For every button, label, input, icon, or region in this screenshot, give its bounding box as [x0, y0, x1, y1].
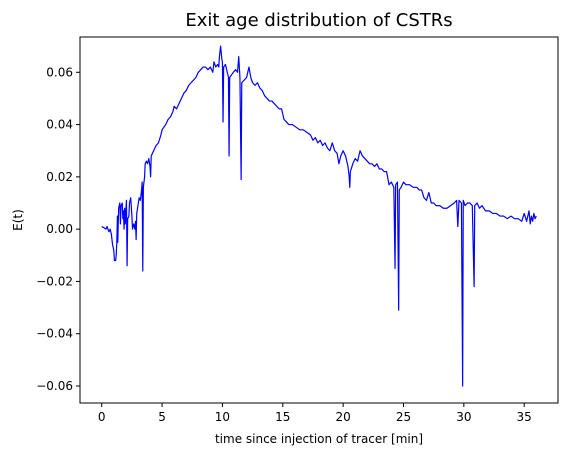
- y-tick-label: −0.02: [36, 274, 73, 288]
- x-tick-label: 10: [215, 410, 230, 424]
- x-axis-label: time since injection of tracer [min]: [215, 432, 423, 446]
- y-tick-label: 0.00: [46, 222, 73, 236]
- y-tick-label: 0.06: [46, 65, 73, 79]
- y-axis-ticks: −0.06 −0.04 −0.02 0.00 0.02 0.04 0.06: [36, 65, 80, 393]
- x-tick-label: 35: [517, 410, 532, 424]
- x-tick-label: 15: [275, 410, 290, 424]
- series-line: [101, 45, 537, 387]
- plot-area: [79, 36, 559, 404]
- y-tick-label: 0.04: [46, 118, 73, 132]
- x-tick-label: 25: [396, 410, 411, 424]
- x-tick-label: 20: [336, 410, 351, 424]
- y-tick-label: 0.02: [46, 170, 73, 184]
- chart-title: Exit age distribution of CSTRs: [185, 10, 452, 31]
- y-tick-label: −0.06: [36, 379, 73, 393]
- plot-frame: [79, 36, 559, 404]
- y-tick-label: −0.04: [36, 327, 73, 341]
- x-axis-ticks: 0 5 10 15 20 25 30 35: [98, 403, 532, 424]
- y-axis-label: E(t): [11, 209, 25, 231]
- x-tick-label: 0: [98, 410, 106, 424]
- x-tick-label: 5: [158, 410, 166, 424]
- x-tick-label: 30: [456, 410, 471, 424]
